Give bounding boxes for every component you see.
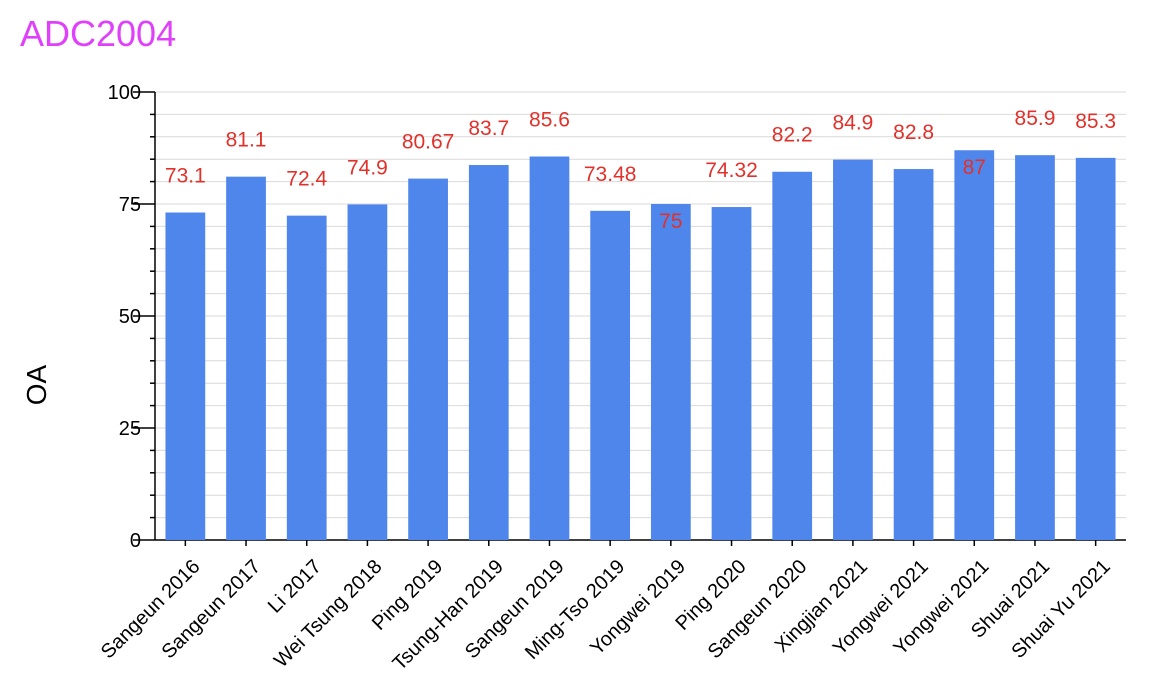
data-labels: 73.1 81.1 72.4 74.9 80.67 83.7 85.6 73.48 75 74.3… (165, 107, 1116, 233)
bar (226, 176, 266, 540)
bar (347, 204, 388, 540)
bar (772, 171, 813, 540)
data-label: 74.9 (347, 156, 388, 179)
chart-title: ADC2004 (20, 13, 177, 54)
y-tick-label: 50 (119, 306, 141, 328)
y-axis-label: OA (21, 364, 52, 405)
bar (650, 204, 691, 540)
bar (833, 159, 873, 540)
bar (954, 150, 995, 541)
data-label: 80.67 (402, 131, 455, 154)
data-label: 82.8 (893, 121, 934, 144)
data-label: 85.6 (529, 109, 570, 132)
y-tick-label: 0 (130, 530, 141, 552)
bar (408, 178, 448, 541)
data-label: 81.1 (226, 129, 267, 152)
bar (165, 212, 206, 540)
bar (1075, 157, 1116, 540)
y-tick-label: 25 (119, 418, 141, 440)
bar (286, 215, 327, 540)
y-tick-label: 75 (119, 194, 141, 216)
bar (529, 156, 570, 540)
data-label: 85.3 (1075, 110, 1116, 133)
y-tick-label: 100 (108, 82, 141, 104)
data-label: 84.9 (832, 112, 873, 135)
data-label: 75 (659, 210, 682, 233)
x-tick-label: Wei Tsung 2018 (270, 556, 386, 672)
data-label: 74.32 (705, 159, 758, 182)
data-label: 83.7 (468, 117, 509, 140)
bar (590, 210, 631, 540)
y-tick-labels: 0 25 50 75 100 (108, 82, 141, 552)
bar (1015, 155, 1055, 540)
data-label: 73.1 (165, 165, 206, 188)
x-tick-label: Li 2017 (264, 556, 326, 618)
bar (711, 207, 752, 541)
bars (165, 150, 1116, 541)
bar (468, 165, 509, 541)
bar (893, 169, 934, 540)
data-label: 85.9 (1015, 107, 1056, 130)
data-label: 73.48 (584, 163, 637, 186)
x-tick-label: Tsung-Han 2019 (389, 556, 508, 675)
data-label: 72.4 (286, 168, 327, 191)
data-label: 82.2 (772, 124, 813, 147)
data-label: 87 (963, 156, 986, 179)
